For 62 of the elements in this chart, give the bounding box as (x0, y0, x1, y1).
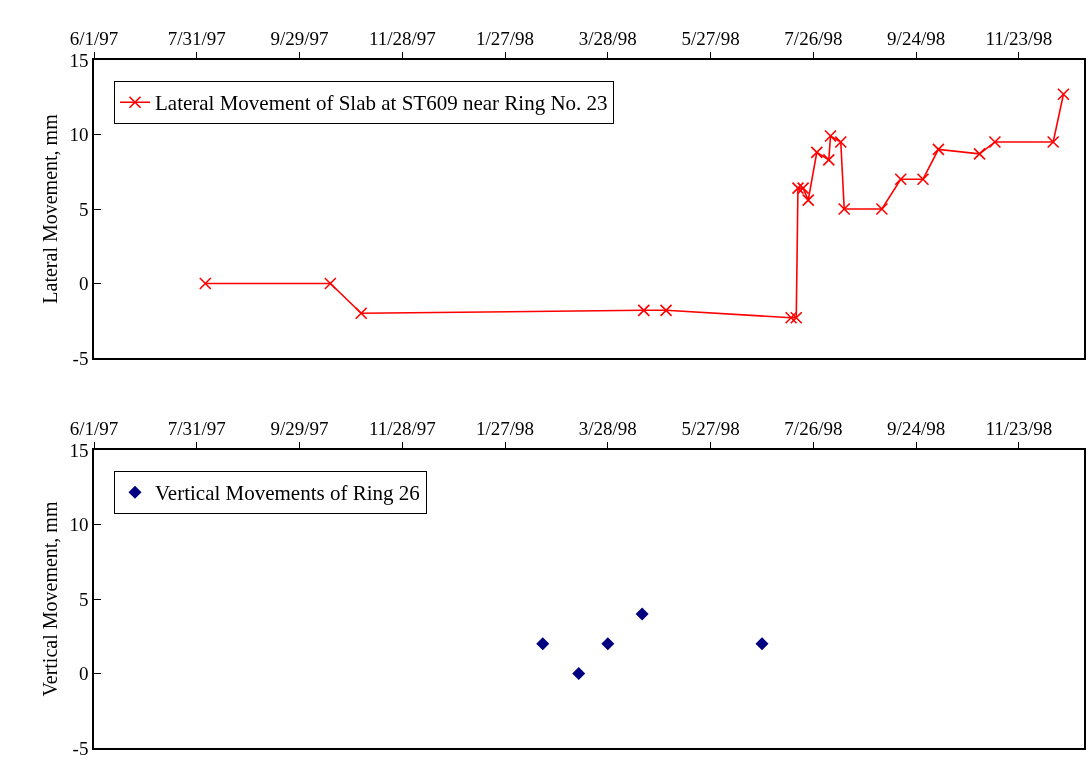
point (894, 172, 908, 186)
point (789, 311, 803, 325)
x-tick-label: 11/23/98 (985, 417, 1053, 439)
point (916, 172, 930, 186)
point (837, 202, 851, 216)
point (536, 637, 550, 651)
point (1057, 87, 1070, 101)
x-tick-label: 7/31/97 (167, 417, 226, 439)
x-tick-label: 6/1/97 (69, 417, 119, 439)
x-tick-label: 1/27/98 (476, 417, 535, 439)
point (875, 202, 889, 216)
y-tick-label: 15 (69, 49, 89, 71)
point (973, 147, 986, 161)
y-tick-label: 0 (78, 273, 89, 295)
point (1046, 135, 1060, 149)
y-tick-label: 15 (69, 439, 89, 461)
y-axis-title: Lateral Movement, mm (39, 113, 62, 304)
point (199, 277, 212, 290)
point (796, 181, 810, 195)
point (601, 637, 615, 651)
x-tick-label: 9/29/97 (270, 27, 329, 49)
point (822, 153, 836, 167)
y-tick-label: 10 (69, 514, 89, 536)
y-tick-label: 10 (69, 124, 89, 146)
point (988, 135, 1002, 149)
x-tick-label: 9/24/98 (887, 417, 946, 439)
point (659, 304, 673, 317)
y-tick-label: 5 (78, 588, 89, 610)
x-tick-label: 11/28/97 (368, 27, 436, 49)
point (755, 637, 769, 651)
y-tick-label: 5 (78, 198, 89, 220)
x-tick-label: 7/26/98 (784, 417, 843, 439)
point (784, 311, 798, 325)
y-tick-label: -5 (72, 347, 89, 369)
legend-label: Lateral Movement of Slab at ST609 near Ring No. 23 (155, 91, 608, 116)
point (637, 304, 651, 317)
point (572, 667, 586, 680)
x-tick-label: 11/23/98 (985, 27, 1053, 49)
x-tick-label: 6/1/97 (69, 27, 119, 49)
x-tick-label: 7/26/98 (784, 27, 843, 49)
legend-label: Vertical Movements of Ring 26 (155, 481, 420, 506)
point (932, 143, 945, 156)
x-tick-label: 9/29/97 (270, 417, 329, 439)
point (810, 146, 824, 159)
x-tick-label: 7/31/97 (167, 27, 226, 49)
y-tick-label: -5 (72, 737, 89, 759)
point (324, 277, 337, 290)
point (824, 129, 837, 143)
point (354, 307, 368, 320)
x-tick-label: 11/28/97 (368, 417, 436, 439)
y-tick-label: 0 (78, 663, 89, 685)
point (791, 181, 805, 195)
x-tick-label: 9/24/98 (887, 27, 946, 49)
x-tick-label: 3/28/98 (578, 417, 637, 439)
point (635, 607, 649, 621)
y-axis-title: Vertical Movement, mm (39, 501, 62, 697)
x-tick-label: 5/27/98 (681, 27, 740, 49)
point (834, 135, 848, 149)
x-tick-label: 1/27/98 (476, 27, 535, 49)
x-tick-label: 3/28/98 (578, 27, 637, 49)
x-tick-label: 5/27/98 (681, 417, 740, 439)
point (801, 193, 815, 207)
